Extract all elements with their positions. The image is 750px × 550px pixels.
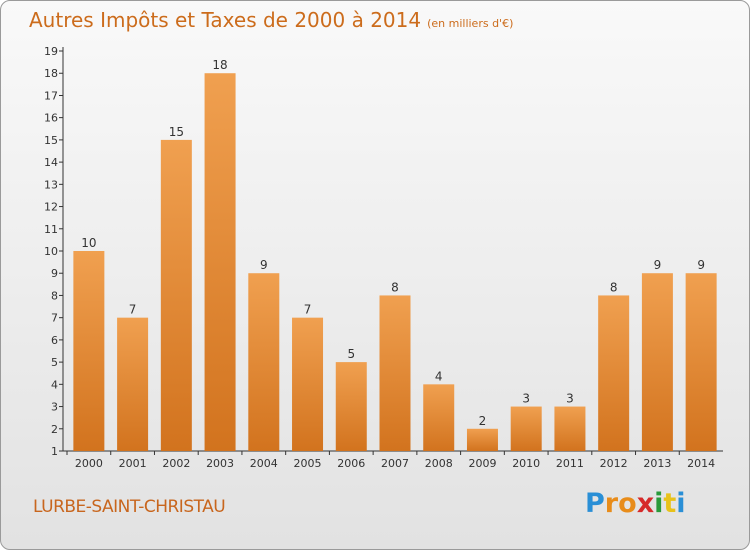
x-tick-label-2011: 2011 bbox=[556, 457, 584, 470]
data-label-2012: 8 bbox=[610, 280, 618, 294]
y-tick-label: 5 bbox=[51, 356, 58, 369]
data-label-2008: 4 bbox=[435, 369, 443, 383]
x-tick-label-2006: 2006 bbox=[337, 457, 365, 470]
y-tick-label: 1 bbox=[51, 445, 58, 458]
y-tick-label: 14 bbox=[44, 156, 58, 169]
chart-title-text: Autres Impôts et Taxes de 2000 à 2014 bbox=[29, 8, 422, 32]
x-tick-label-2000: 2000 bbox=[75, 457, 103, 470]
data-label-2009: 2 bbox=[479, 414, 487, 428]
x-tick-label-2007: 2007 bbox=[381, 457, 409, 470]
data-label-2011: 3 bbox=[566, 392, 574, 406]
bar-2007 bbox=[379, 295, 411, 451]
y-tick-label: 8 bbox=[51, 289, 58, 302]
x-tick-label-2012: 2012 bbox=[600, 457, 628, 470]
logo-letter: o bbox=[618, 488, 637, 519]
y-tick-label: 12 bbox=[44, 201, 58, 214]
logo-letter: x bbox=[636, 488, 655, 519]
y-tick-label: 6 bbox=[51, 334, 58, 347]
x-tick-label-2009: 2009 bbox=[468, 457, 496, 470]
bar-2003 bbox=[204, 73, 236, 451]
bar-2012 bbox=[598, 295, 630, 451]
y-tick-label: 19 bbox=[44, 45, 58, 58]
data-label-2007: 8 bbox=[391, 280, 399, 294]
data-label-2004: 9 bbox=[260, 258, 268, 272]
place-name: LURBE-SAINT-CHRISTAU bbox=[33, 497, 226, 517]
data-label-2013: 9 bbox=[654, 258, 662, 272]
x-tick-label-2008: 2008 bbox=[425, 457, 453, 470]
y-tick-label: 2 bbox=[51, 423, 58, 436]
bar-2013 bbox=[641, 273, 673, 451]
logo-letter: i bbox=[676, 488, 686, 519]
chart-unit: (en milliers d'€) bbox=[427, 17, 514, 30]
x-tick-label-2013: 2013 bbox=[643, 457, 671, 470]
data-label-2003: 18 bbox=[212, 58, 227, 72]
y-tick-label: 10 bbox=[44, 245, 58, 258]
bars: 10 7 15 18 9 7 5 8 4 2 3 3 8 9 9 bbox=[73, 58, 717, 451]
chart-title: Autres Impôts et Taxes de 2000 à 2014 (en… bbox=[29, 8, 513, 32]
bar-2006 bbox=[335, 362, 367, 451]
bar-2002 bbox=[160, 139, 192, 451]
data-label-2002: 15 bbox=[169, 125, 184, 139]
bar-2001 bbox=[117, 317, 149, 451]
x-tick-label-2002: 2002 bbox=[162, 457, 190, 470]
y-tick-label: 7 bbox=[51, 312, 58, 325]
x-tick-label-2010: 2010 bbox=[512, 457, 540, 470]
logo-letter: P bbox=[585, 488, 605, 519]
proxiti-logo: Proxiti bbox=[585, 488, 686, 519]
bar-2008 bbox=[423, 384, 455, 451]
data-label-2005: 7 bbox=[304, 303, 312, 317]
y-tick-label: 17 bbox=[44, 89, 58, 102]
logo-letter: t bbox=[663, 488, 677, 519]
y-tick-label: 3 bbox=[51, 401, 58, 414]
y-tick-label: 15 bbox=[44, 134, 58, 147]
bar-2004 bbox=[248, 273, 280, 451]
bar-2000 bbox=[73, 251, 105, 451]
y-tick-label: 18 bbox=[44, 67, 58, 80]
y-tick-label: 13 bbox=[44, 178, 58, 191]
x-tick-label-2005: 2005 bbox=[294, 457, 322, 470]
data-label-2001: 7 bbox=[129, 303, 137, 317]
bar-2014 bbox=[685, 273, 717, 451]
bar-2011 bbox=[554, 406, 586, 451]
x-tick-label-2003: 2003 bbox=[206, 457, 234, 470]
y-tick-label: 11 bbox=[44, 223, 58, 236]
logo-letter: i bbox=[654, 488, 664, 519]
data-label-2014: 9 bbox=[697, 258, 705, 272]
y-tick-label: 4 bbox=[51, 378, 58, 391]
bar-2009 bbox=[466, 428, 498, 451]
data-label-2010: 3 bbox=[522, 392, 530, 406]
bar-2010 bbox=[510, 406, 542, 451]
y-tick-label: 9 bbox=[51, 267, 58, 280]
bar-2005 bbox=[292, 317, 324, 451]
data-label-2006: 5 bbox=[347, 347, 355, 361]
x-tick-label-2004: 2004 bbox=[250, 457, 278, 470]
logo-letter: r bbox=[604, 488, 619, 519]
x-tick-label-2014: 2014 bbox=[687, 457, 715, 470]
x-tick-label-2001: 2001 bbox=[119, 457, 147, 470]
data-label-2000: 10 bbox=[81, 236, 96, 250]
y-tick-label: 16 bbox=[44, 112, 58, 125]
